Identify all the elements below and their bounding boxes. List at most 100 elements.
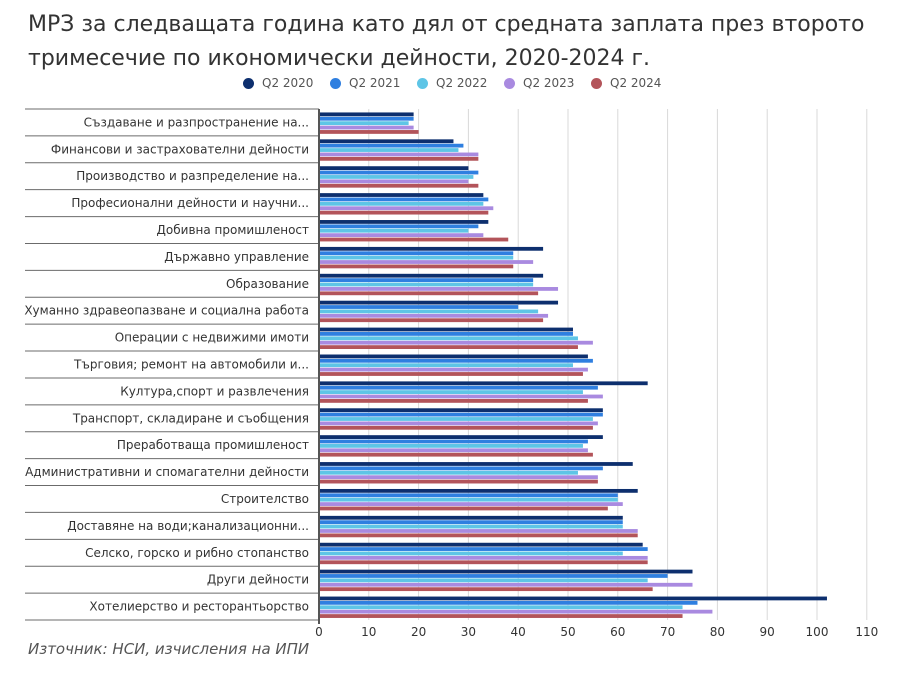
x-tick-label: 10 xyxy=(361,625,376,639)
bar-q2-2022 xyxy=(319,255,514,260)
category-label: Хуманно здравеопазване и социална работа xyxy=(24,304,309,318)
bar-q2-2022 xyxy=(319,336,578,341)
bar-q2-2021 xyxy=(319,197,489,202)
chart-title: МРЗ за следващата година като дял от сре… xyxy=(28,12,865,71)
legend-swatch xyxy=(417,77,428,89)
bar-q2-2020 xyxy=(319,246,544,251)
category-label: Добивна промишленост xyxy=(157,223,309,237)
bar-q2-2021 xyxy=(319,412,603,417)
bar-q2-2024 xyxy=(319,156,479,161)
bar-q2-2021 xyxy=(319,116,414,121)
x-tick-label: 100 xyxy=(806,625,829,639)
legend-item: Q2 2020 xyxy=(243,76,313,90)
bar-q2-2021 xyxy=(319,574,668,578)
bar-q2-2022 xyxy=(319,443,583,448)
bar-q2-2024 xyxy=(319,452,593,457)
bar-q2-2023 xyxy=(319,287,559,291)
bar-q2-2023 xyxy=(319,260,534,264)
legend-item: Q2 2023 xyxy=(504,76,574,90)
bar-q2-2023 xyxy=(319,582,693,587)
x-tick-label: 70 xyxy=(660,625,675,639)
bar-q2-2024 xyxy=(319,130,419,134)
bar-q2-2023 xyxy=(319,313,549,318)
x-tick-label: 20 xyxy=(411,625,426,639)
bar-q2-2020 xyxy=(319,488,638,493)
bar-q2-2023 xyxy=(319,555,648,560)
bar-q2-2020 xyxy=(319,139,454,144)
bar-q2-2023 xyxy=(319,206,494,211)
category-label: Операции с недвижими имоти xyxy=(115,331,309,345)
bar-q2-2022 xyxy=(319,121,409,126)
bar-q2-2020 xyxy=(319,112,414,117)
category-label: Доставяне на води;канализационни... xyxy=(67,519,309,533)
bar-q2-2021 xyxy=(319,466,603,471)
bar-q2-2020 xyxy=(319,408,603,413)
category-label: Култура,спорт и развлечения xyxy=(120,384,309,398)
bar-q2-2021 xyxy=(319,547,648,551)
bar-q2-2024 xyxy=(319,398,588,403)
bar-q2-2022 xyxy=(319,282,534,287)
bar-q2-2020 xyxy=(319,273,544,278)
bar-q2-2020 xyxy=(319,435,603,439)
legend-label: Q2 2022 xyxy=(436,76,488,90)
bar-q2-2024 xyxy=(319,345,578,350)
bar-q2-2022 xyxy=(319,470,578,475)
bar-q2-2023 xyxy=(319,367,588,372)
bar-q2-2023 xyxy=(319,394,603,399)
bar-q2-2020 xyxy=(319,354,588,359)
bar-q2-2022 xyxy=(319,578,648,583)
bar-q2-2020 xyxy=(319,596,827,601)
bar-q2-2020 xyxy=(319,220,489,224)
category-label: Професионални дейности и научни... xyxy=(71,196,309,210)
category-label: Държавно управление xyxy=(164,250,309,264)
bar-q2-2020 xyxy=(319,381,648,386)
bar-q2-2020 xyxy=(319,515,623,520)
source-note: Източник: НСИ, изчисления на ИПИ xyxy=(28,640,310,658)
x-tick-label: 80 xyxy=(710,625,725,639)
legend-item: Q2 2024 xyxy=(591,76,661,90)
bar-q2-2024 xyxy=(319,210,489,215)
bar-q2-2024 xyxy=(319,479,598,484)
x-tick-label: 60 xyxy=(610,625,625,639)
bar-q2-2022 xyxy=(319,363,573,368)
bar-q2-2024 xyxy=(319,614,683,618)
legend-swatch xyxy=(243,77,254,89)
bar-q2-2021 xyxy=(319,385,598,390)
bar-q2-2023 xyxy=(319,179,469,184)
bar-q2-2023 xyxy=(319,475,598,480)
category-label: Търговия; ремонт на автомобили и... xyxy=(73,358,309,372)
bar-q2-2023 xyxy=(319,233,484,238)
bar-q2-2022 xyxy=(319,175,474,179)
legend-item: Q2 2022 xyxy=(417,76,487,90)
bar-q2-2021 xyxy=(319,224,479,229)
chart-legend: Q2 2020 Q2 2021 Q2 2022 Q2 2023 Q2 2024 xyxy=(0,76,903,94)
bar-q2-2024 xyxy=(319,560,648,565)
bar-q2-2021 xyxy=(319,305,519,309)
bar-q2-2021 xyxy=(319,251,514,256)
category-label: Транспорт, складиране и съобщения xyxy=(72,411,309,425)
bar-q2-2021 xyxy=(319,278,534,283)
category-label: Други дейности xyxy=(207,573,309,587)
legend-swatch xyxy=(330,77,341,89)
bar-q2-2022 xyxy=(319,497,618,502)
x-tick-label: 40 xyxy=(511,625,526,639)
bar-q2-2021 xyxy=(319,170,479,175)
bar-q2-2021 xyxy=(319,143,464,148)
bar-q2-2020 xyxy=(319,166,469,171)
bar-q2-2023 xyxy=(319,340,593,345)
bar-q2-2023 xyxy=(319,609,713,614)
bar-q2-2021 xyxy=(319,520,623,525)
category-label: Селско, горско и рибно стопанство xyxy=(85,546,309,560)
x-tick-label: 30 xyxy=(461,625,476,639)
x-tick-label: 90 xyxy=(760,625,775,639)
bar-q2-2021 xyxy=(319,358,593,363)
category-label: Създаване и разпространение на... xyxy=(84,115,309,129)
bar-q2-2022 xyxy=(319,148,459,152)
bar-q2-2024 xyxy=(319,264,514,269)
bar-q2-2020 xyxy=(319,327,573,332)
bar-q2-2023 xyxy=(319,502,623,506)
x-tick-label: 50 xyxy=(560,625,575,639)
bar-q2-2022 xyxy=(319,390,583,394)
category-label: Преработваща промишленост xyxy=(117,438,309,452)
